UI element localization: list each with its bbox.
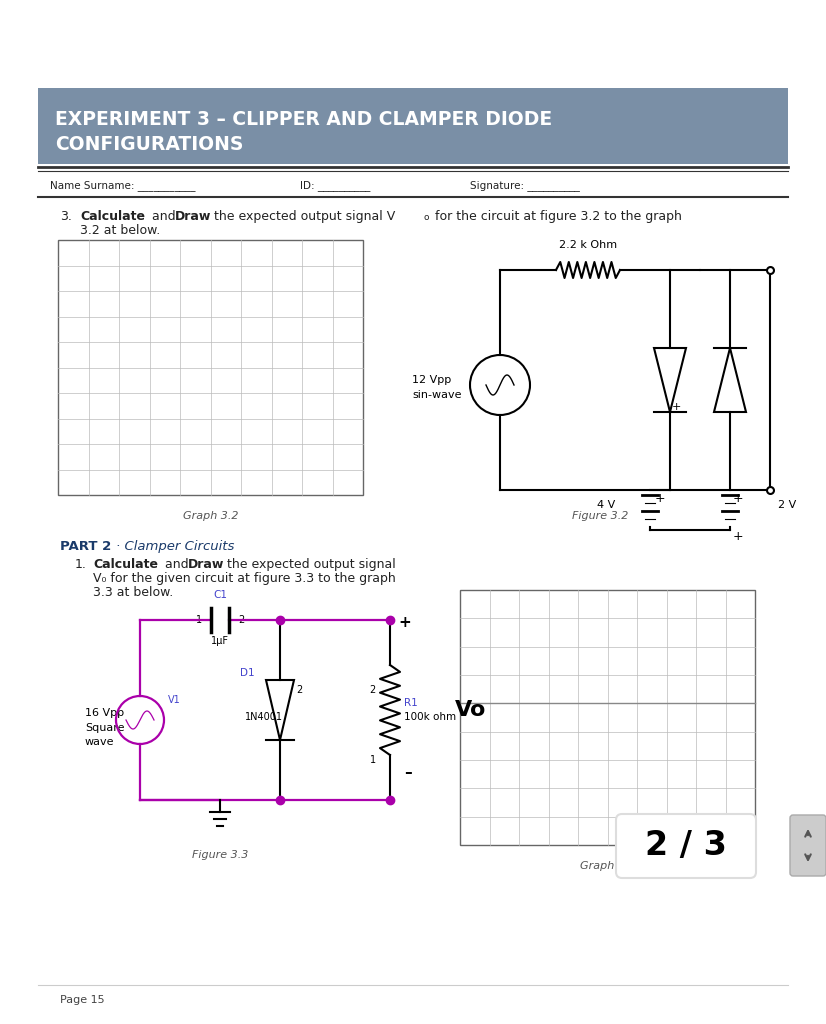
- Text: the expected output signal: the expected output signal: [223, 558, 396, 571]
- Text: PART 2: PART 2: [60, 540, 112, 553]
- Text: Figure 3.3: Figure 3.3: [192, 850, 248, 860]
- Text: Signature: __________: Signature: __________: [470, 180, 580, 190]
- Text: Draw: Draw: [175, 210, 211, 223]
- Text: +: +: [733, 530, 743, 543]
- Text: 1.: 1.: [75, 558, 87, 571]
- Text: 3.2 at below.: 3.2 at below.: [80, 224, 160, 237]
- Text: 100k ohm: 100k ohm: [404, 712, 456, 722]
- Text: 12 Vpp: 12 Vpp: [412, 375, 451, 385]
- Text: 1: 1: [196, 615, 202, 625]
- Text: 3.: 3.: [60, 210, 72, 223]
- Text: 16 Vpp: 16 Vpp: [85, 708, 124, 718]
- Text: +: +: [733, 492, 743, 505]
- Text: Draw: Draw: [188, 558, 225, 571]
- Text: Vo: Vo: [455, 700, 487, 720]
- Text: 2 V: 2 V: [778, 500, 796, 510]
- Text: 4 V: 4 V: [596, 500, 615, 510]
- Text: ID: __________: ID: __________: [300, 180, 370, 190]
- Text: 2: 2: [370, 685, 376, 695]
- Text: –: –: [404, 765, 411, 780]
- Text: and: and: [161, 558, 192, 571]
- Text: 2: 2: [238, 615, 244, 625]
- Text: Calculate: Calculate: [80, 210, 145, 223]
- Text: · Clamper Circuits: · Clamper Circuits: [116, 540, 235, 553]
- Text: o: o: [424, 213, 430, 222]
- Text: Name Surname: ___________: Name Surname: ___________: [50, 180, 196, 190]
- Text: sin-wave: sin-wave: [412, 390, 462, 400]
- Text: V₀ for the given circuit at figure 3.3 to the graph: V₀ for the given circuit at figure 3.3 t…: [93, 572, 396, 585]
- Text: Figure 3.2: Figure 3.2: [572, 511, 629, 521]
- Text: C1: C1: [213, 590, 227, 600]
- Text: Square: Square: [85, 723, 125, 733]
- Text: Calculate: Calculate: [93, 558, 158, 571]
- Text: 3.3 at below.: 3.3 at below.: [93, 586, 173, 599]
- FancyBboxPatch shape: [616, 814, 756, 878]
- Text: +: +: [654, 492, 665, 505]
- Text: Graph 3.3: Graph 3.3: [580, 861, 635, 871]
- Bar: [58, 240, 363, 495]
- Text: CONFIGURATIONS: CONFIGURATIONS: [55, 135, 244, 154]
- Text: 2.2 k Ohm: 2.2 k Ohm: [559, 240, 617, 250]
- Text: 2: 2: [296, 685, 302, 695]
- Text: 1μF: 1μF: [211, 636, 229, 646]
- FancyBboxPatch shape: [790, 815, 826, 876]
- Text: Graph 3.2: Graph 3.2: [183, 511, 238, 521]
- Text: and: and: [148, 210, 179, 223]
- Text: V1: V1: [168, 695, 181, 705]
- Bar: [38, 88, 788, 164]
- Text: the expected output signal V: the expected output signal V: [210, 210, 396, 223]
- Text: EXPERIMENT 3 – CLIPPER AND CLAMPER DIODE: EXPERIMENT 3 – CLIPPER AND CLAMPER DIODE: [55, 110, 552, 129]
- Text: 1: 1: [370, 755, 376, 765]
- Text: for the circuit at figure 3.2 to the graph: for the circuit at figure 3.2 to the gra…: [431, 210, 682, 223]
- Bar: [460, 590, 755, 845]
- Text: 2 / 3: 2 / 3: [645, 829, 727, 862]
- Text: R1: R1: [404, 698, 418, 708]
- Text: wave: wave: [85, 737, 115, 746]
- Text: 1N4001: 1N4001: [245, 712, 283, 722]
- Text: D1: D1: [240, 668, 254, 678]
- Text: +: +: [398, 615, 411, 630]
- Text: Page 15: Page 15: [60, 995, 105, 1005]
- Text: +: +: [672, 402, 681, 412]
